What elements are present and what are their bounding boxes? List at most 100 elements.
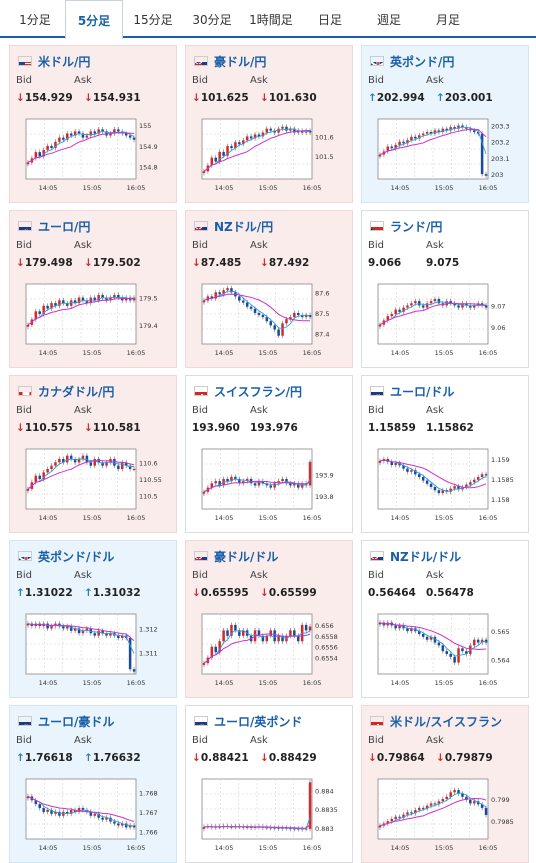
arrow-down-icon: ↓ [436,752,445,764]
pair-name[interactable]: 英ポンド/ドル [38,549,115,564]
bid-value: 9.066 [368,257,402,269]
pair-name[interactable]: 米ドル/スイスフラン [390,714,503,729]
rate-card[interactable]: 英ポンド/ドル Bid Ask ↑1.31022 ↑1.31032 1.312 1.311 1… [9,540,177,698]
candle [89,297,93,304]
rate-card[interactable]: 豪ドル/ドル Bid Ask ↓0.65595 ↓0.65599 0.656 0.6558 0… [185,540,353,698]
candle [402,307,405,312]
card-title[interactable]: 豪ドル/円 [194,53,266,69]
arrow-down-icon: ↓ [368,752,377,764]
rate-card[interactable]: 米ドル/スイスフラン Bid Ask ↓0.79864 ↓0.79879 0.799 0.7… [361,705,529,863]
card-title[interactable]: NZドル/円 [194,218,273,234]
rate-card[interactable]: 英ポンド/円 Bid Ask ↑202.994 ↑203.001 203.3 203.2 20… [361,45,529,203]
candle [85,300,89,304]
rate-card[interactable]: NZドル/ドル Bid Ask 0.56464 0.56478 0.565 0.564 14:… [361,540,529,698]
bid-label: Bid [192,405,208,416]
candle [265,827,269,829]
card-title[interactable]: 英ポンド/円 [370,53,454,69]
pair-name[interactable]: ユーロ/円 [38,219,91,234]
bid-value-group: ↓110.575 [16,422,73,434]
ask-value: 1.15862 [426,422,474,434]
rate-card[interactable]: カナダドル/円 Bid Ask ↓110.575 ↓110.581 110.6 110.55… [9,375,177,533]
x-tick-label: 14:05 [215,184,234,192]
card-title[interactable]: 米ドル/円 [18,53,90,69]
pair-name[interactable]: スイスフラン/円 [214,384,303,399]
pair-name[interactable]: カナダドル/円 [38,384,115,399]
bid-value-group: ↓0.65595 [192,587,249,599]
pair-name[interactable]: ランド/円 [390,219,443,234]
ask-value-group: ↓0.79879 [436,752,493,764]
tab-日足[interactable]: 日足 [317,13,342,27]
pair-name[interactable]: NZドル/ドル [390,549,462,564]
pair-name[interactable]: 豪ドル/円 [214,54,267,69]
candle [222,151,225,156]
card-title[interactable]: 米ドル/スイスフラン [370,713,502,729]
candle [461,303,464,308]
tab-週足[interactable]: 週足 [376,13,401,27]
card-title[interactable]: 英ポンド/ドル [18,548,114,564]
candle [249,306,253,309]
card-title[interactable]: ランド/円 [370,218,442,234]
bid-value-group: ↓101.625 [192,92,249,104]
ca-flag-icon [18,386,32,396]
candle [289,317,292,320]
candle [210,157,214,166]
candle [202,300,206,303]
price-chart: 1.159 1.1585 1.158 14:05 15:05 16:05 [377,448,514,522]
candle [230,624,233,636]
pair-name[interactable]: ユーロ/ドル [390,384,455,399]
tab-30分足[interactable]: 30分足 [192,13,232,27]
y-tick-label: 0.799 [491,796,510,804]
bid-value: 154.929 [24,92,73,104]
y-tick-label: 1.159 [491,456,510,464]
card-title[interactable]: 豪ドル/ドル [194,548,278,564]
pair-name[interactable]: 英ポンド/円 [390,54,455,69]
pair-name[interactable]: ユーロ/英ポンド [214,714,303,729]
candle [89,462,93,466]
candle [406,468,409,472]
candle [105,462,108,466]
card-title[interactable]: ユーロ/豪ドル [18,713,114,729]
candle [293,828,296,830]
candle [128,638,132,670]
tab-1時間足[interactable]: 1時間足 [249,13,293,27]
rate-card[interactable]: スイスフラン/円 Bid Ask 193.960 193.976 193.9 193.8 14… [185,375,353,533]
pair-name[interactable]: 米ドル/円 [38,54,91,69]
candle [253,483,257,486]
tab-5分足[interactable]: 5分足 [65,0,123,39]
candle [472,639,476,646]
rate-card[interactable]: 米ドル/円 Bid Ask ↓154.929 ↓154.931 155 154.9 154.8… [9,45,177,203]
rate-card[interactable]: ユーロ/ドル Bid Ask 1.15859 1.15862 1.159 1.1585 1.1… [361,375,529,533]
tab-15分足[interactable]: 15分足 [133,13,173,27]
card-title[interactable]: カナダドル/円 [18,383,114,399]
rate-card[interactable]: NZドル/円 Bid Ask ↓87.485 ↓87.492 87.6 87.5 87.4 14… [185,210,353,368]
candle [480,133,484,175]
uk-flag-icon [370,56,384,66]
rate-card[interactable]: ユーロ/英ポンド Bid Ask ↓0.88421 ↓0.88429 0.884 0.883… [185,705,353,863]
rate-card[interactable]: ユーロ/豪ドル Bid Ask ↑1.76618 ↑1.76632 1.768 1.767 1… [9,705,177,863]
tab-月足[interactable]: 月足 [435,13,460,27]
long-ma-line [203,293,310,322]
candle [429,636,433,640]
eu-flag-icon [18,221,32,231]
tab-1分足[interactable]: 1分足 [19,13,51,27]
candle [214,157,218,162]
pair-name[interactable]: ユーロ/豪ドル [38,714,115,729]
pair-name[interactable]: 豪ドル/ドル [214,549,279,564]
candle [38,152,42,157]
candle [257,134,261,137]
card-title[interactable]: ユーロ/円 [18,218,90,234]
bid-value-group: 1.15859 [368,422,416,434]
candle [273,630,276,642]
rate-card[interactable]: ランド/円 Bid Ask 9.066 9.075 9.07 9.06 14:05 15:05 1… [361,210,529,368]
rate-card[interactable]: 豪ドル/円 Bid Ask ↓101.625 ↓101.630 101.6 101.5 14:… [185,45,353,203]
pair-name[interactable]: NZドル/円 [214,219,274,234]
candle [128,825,132,828]
rate-card[interactable]: ユーロ/円 Bid Ask ↓179.498 ↓179.502 179.5 179.4 14:… [9,210,177,368]
candle [402,141,405,144]
card-title[interactable]: ユーロ/ドル [370,383,454,399]
card-title[interactable]: スイスフラン/円 [194,383,302,399]
candle [77,131,81,134]
card-title[interactable]: NZドル/ドル [370,548,461,564]
bid-value: 87.485 [200,257,242,269]
card-title[interactable]: ユーロ/英ポンド [194,713,302,729]
